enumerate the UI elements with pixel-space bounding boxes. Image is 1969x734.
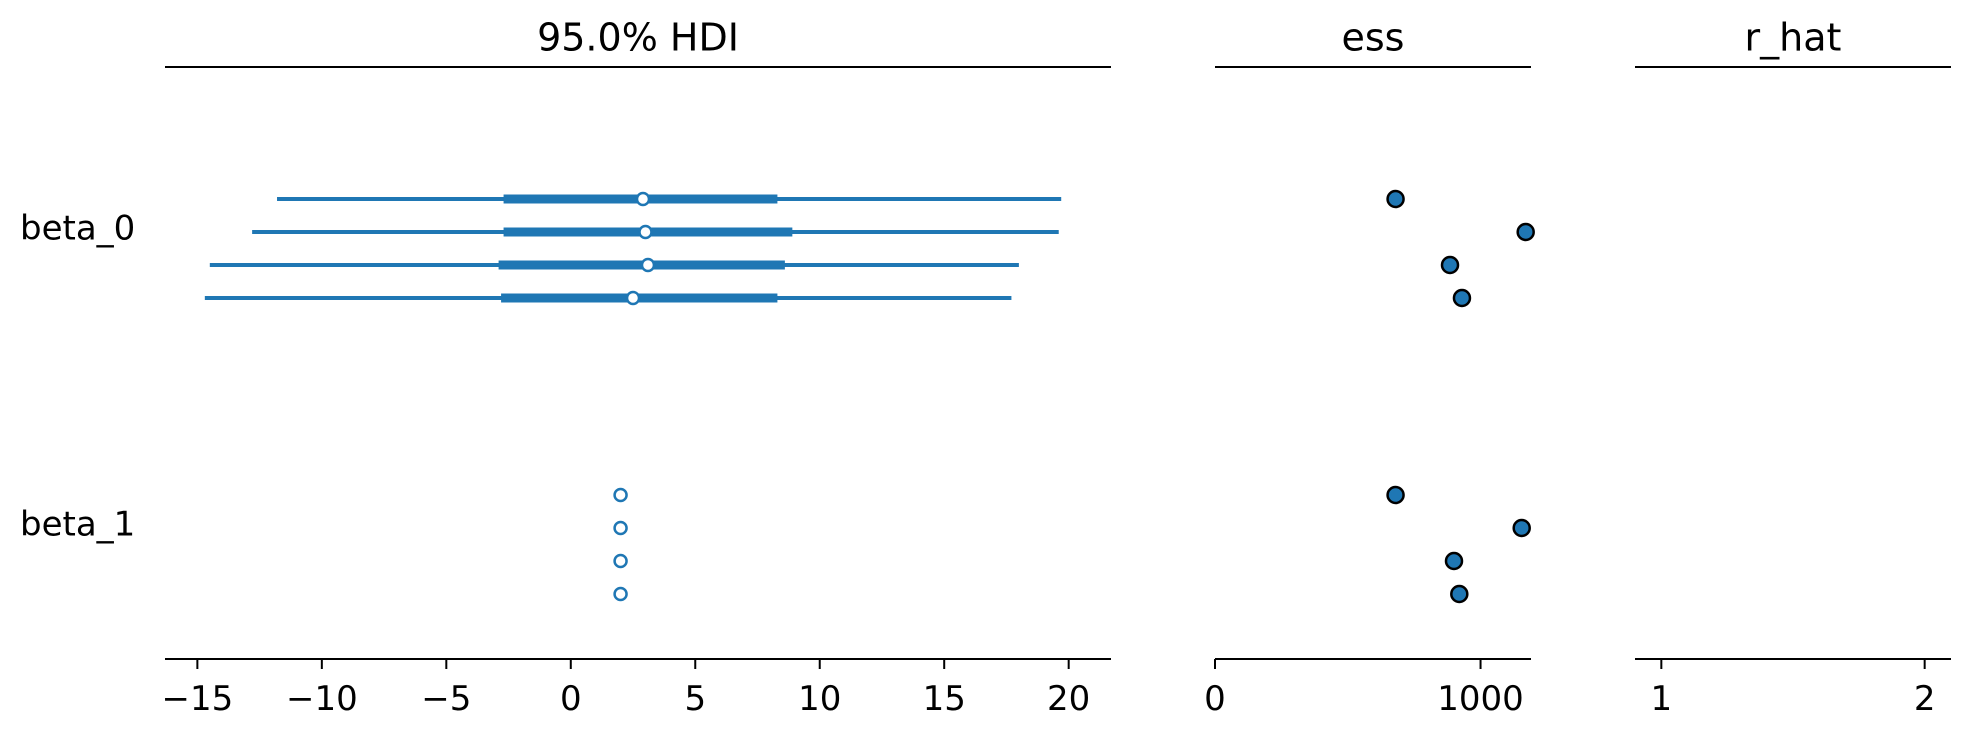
median-point [613,586,628,602]
ess-point [1444,551,1464,571]
x-tick-label-hdi: 20 [1047,679,1090,719]
x-tick-label-ess: 0 [1204,679,1226,719]
ess-point [1450,584,1469,604]
panel-title-hdi: 95.0% HDI [537,16,739,60]
ess-point [1516,222,1535,242]
ess-point [1440,255,1460,275]
x-tick-label-r_hat: 2 [1914,679,1936,719]
median-point [613,487,628,503]
variable-label-beta_1: beta_1 [20,505,135,545]
panel-title-r_hat: r_hat [1745,16,1842,60]
x-tick-label-hdi: −10 [286,679,358,719]
variable-label-beta_0: beta_0 [20,209,135,249]
x-tick-label-hdi: −15 [161,679,233,719]
x-tick-label-hdi: 10 [798,679,841,719]
ess-point [1386,485,1405,505]
x-tick-label-hdi: 15 [923,679,966,719]
median-point [635,191,651,207]
ess-point [1452,288,1472,308]
panel-title-ess: ess [1342,16,1405,60]
x-tick-label-hdi: 0 [560,679,582,719]
median-point [638,224,653,240]
ess-point [1512,518,1531,538]
x-tick-label-r_hat: 1 [1651,679,1673,719]
x-tick-label-hdi: 5 [684,679,706,719]
median-point [613,520,628,536]
median-point [625,290,641,306]
x-tick-label-ess: 1000 [1437,679,1524,719]
ess-point [1386,189,1405,209]
median-point [613,553,628,569]
median-point [640,257,656,273]
x-tick-label-hdi: −5 [421,679,471,719]
